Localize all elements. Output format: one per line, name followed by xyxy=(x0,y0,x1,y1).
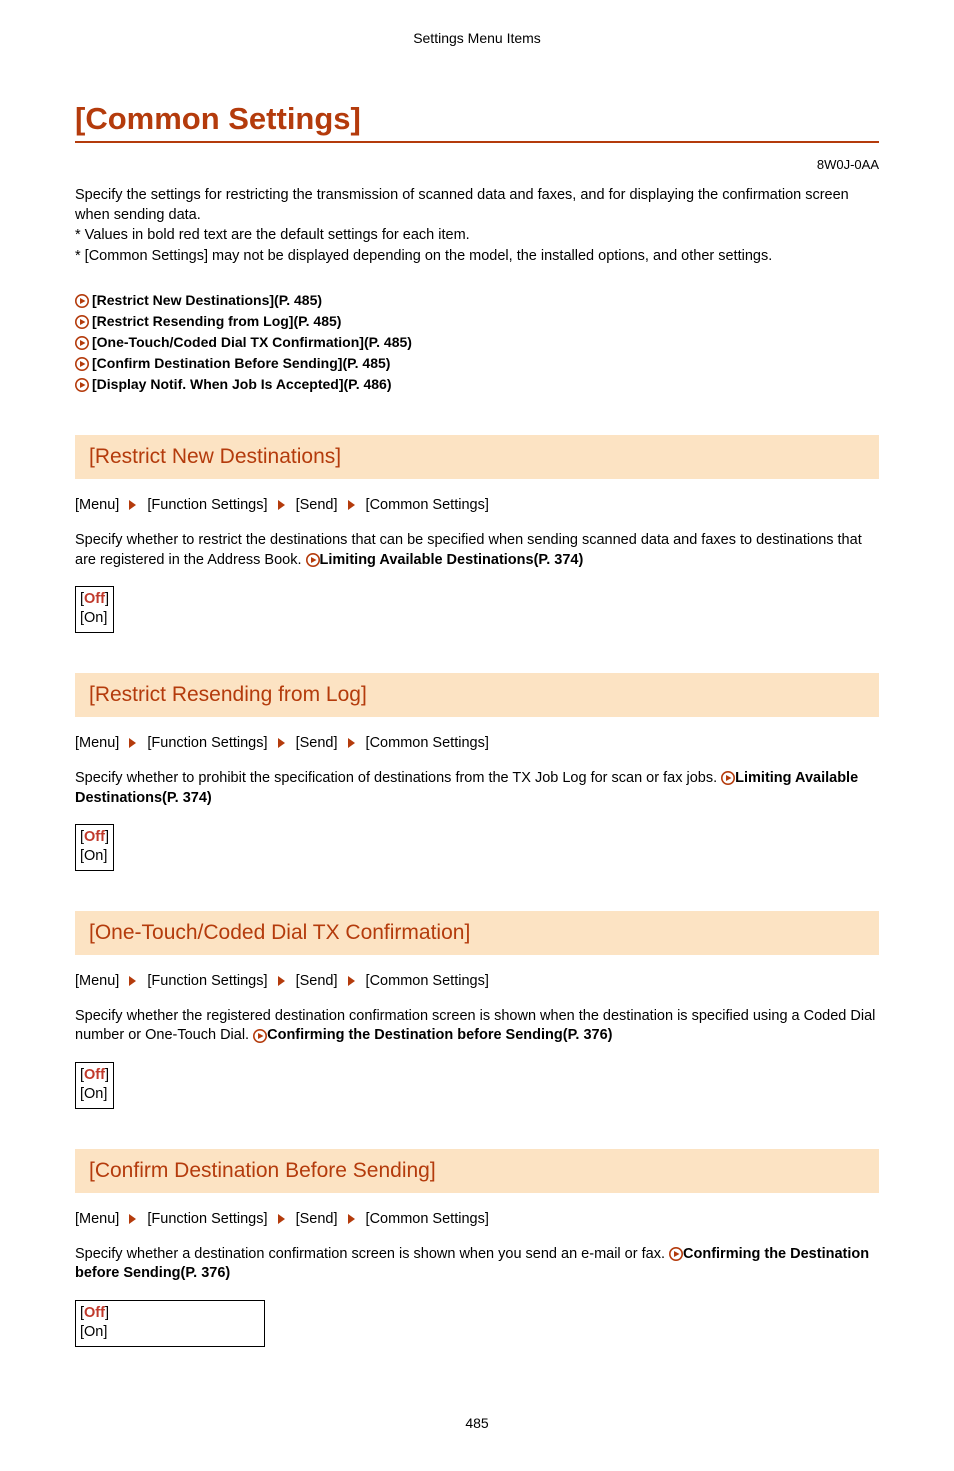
option-default: [Off] xyxy=(80,1304,260,1323)
breadcrumb-item: [Function Settings] xyxy=(147,497,267,513)
breadcrumb-item: [Common Settings] xyxy=(366,497,489,513)
intro-note-1: * Values in bold red text are the defaul… xyxy=(75,226,879,246)
page-number: 485 xyxy=(75,1415,879,1431)
default-value: Off xyxy=(84,1305,105,1321)
intro-paragraph: Specify the settings for restricting the… xyxy=(75,186,879,225)
section-heading-restrict-resending: [Restrict Resending from Log] xyxy=(75,673,879,717)
toc-link-label: [One-Touch/Coded Dial TX Confirmation](P… xyxy=(92,332,412,353)
toc-link-one-touch-confirmation[interactable]: [One-Touch/Coded Dial TX Confirmation](P… xyxy=(75,332,879,353)
section-heading-restrict-new-destinations: [Restrict New Destinations] xyxy=(75,435,879,479)
section-body: Specify whether to prohibit the specific… xyxy=(75,769,879,808)
chevron-right-icon xyxy=(348,500,356,510)
toc-link-restrict-resending[interactable]: [Restrict Resending from Log](P. 485) xyxy=(75,311,879,332)
breadcrumb: [Menu] [Function Settings] [Send] [Commo… xyxy=(75,973,879,989)
toc-link-label: [Display Notif. When Job Is Accepted](P.… xyxy=(92,374,392,395)
chevron-right-icon xyxy=(278,500,286,510)
toc-link-label: [Restrict Resending from Log](P. 485) xyxy=(92,311,341,332)
table-of-contents: [Restrict New Destinations](P. 485) [Res… xyxy=(75,290,879,395)
chevron-right-icon xyxy=(129,738,137,748)
body-text: Specify whether a destination confirmati… xyxy=(75,1246,669,1262)
chevron-right-icon xyxy=(129,500,137,510)
breadcrumb: [Menu] [Function Settings] [Send] [Commo… xyxy=(75,735,879,751)
chevron-right-icon xyxy=(129,976,137,986)
play-bullet-icon xyxy=(75,357,89,371)
option-default: [Off] xyxy=(80,1066,109,1085)
intro-note-2: * [Common Settings] may not be displayed… xyxy=(75,247,879,267)
chevron-right-icon xyxy=(348,1214,356,1224)
page-container: Settings Menu Items [Common Settings] 8W… xyxy=(0,0,954,1471)
breadcrumb-item: [Menu] xyxy=(75,973,119,989)
play-bullet-icon xyxy=(75,294,89,308)
play-bullet-icon xyxy=(721,771,735,785)
main-title: [Common Settings] xyxy=(75,101,879,143)
cross-reference-link[interactable]: Limiting Available Destinations(P. 374) xyxy=(320,552,584,568)
toc-link-confirm-destination[interactable]: [Confirm Destination Before Sending](P. … xyxy=(75,353,879,374)
option-default: [Off] xyxy=(80,828,109,847)
play-bullet-icon xyxy=(75,378,89,392)
breadcrumb: [Menu] [Function Settings] [Send] [Commo… xyxy=(75,497,879,513)
chevron-right-icon xyxy=(278,976,286,986)
breadcrumb: [Menu] [Function Settings] [Send] [Commo… xyxy=(75,1211,879,1227)
breadcrumb-item: [Menu] xyxy=(75,497,119,513)
breadcrumb-item: [Send] xyxy=(296,735,338,751)
play-bullet-icon xyxy=(75,315,89,329)
chevron-right-icon xyxy=(348,976,356,986)
intro-block: Specify the settings for restricting the… xyxy=(75,186,879,266)
play-bullet-icon xyxy=(306,553,320,567)
play-bullet-icon xyxy=(669,1247,683,1261)
section-body: Specify whether a destination confirmati… xyxy=(75,1245,879,1284)
chevron-right-icon xyxy=(278,1214,286,1224)
breadcrumb-item: [Common Settings] xyxy=(366,735,489,751)
option-other: [On] xyxy=(80,847,109,866)
options-box: [Off] [On] xyxy=(75,824,114,871)
breadcrumb-item: [Menu] xyxy=(75,735,119,751)
breadcrumb-item: [Common Settings] xyxy=(366,973,489,989)
play-bullet-icon xyxy=(253,1029,267,1043)
breadcrumb-item: [Send] xyxy=(296,973,338,989)
option-other: [On] xyxy=(80,1323,260,1342)
document-id: 8W0J-0AA xyxy=(75,157,879,172)
section-heading-one-touch: [One-Touch/Coded Dial TX Confirmation] xyxy=(75,911,879,955)
option-default: [Off] xyxy=(80,590,109,609)
breadcrumb-item: [Function Settings] xyxy=(147,973,267,989)
default-value: Off xyxy=(84,1067,105,1083)
play-bullet-icon xyxy=(75,336,89,350)
options-box: [Off] [On] xyxy=(75,1062,114,1109)
chevron-right-icon xyxy=(348,738,356,748)
breadcrumb-item: [Function Settings] xyxy=(147,1211,267,1227)
page-header: Settings Menu Items xyxy=(75,30,879,46)
toc-link-restrict-new-destinations[interactable]: [Restrict New Destinations](P. 485) xyxy=(75,290,879,311)
option-other: [On] xyxy=(80,609,109,628)
body-text: Specify whether to prohibit the specific… xyxy=(75,770,721,786)
options-box: [Off] [On] xyxy=(75,586,114,633)
breadcrumb-item: [Send] xyxy=(296,1211,338,1227)
cross-reference-link[interactable]: Confirming the Destination before Sendin… xyxy=(267,1027,612,1043)
option-other: [On] xyxy=(80,1085,109,1104)
toc-link-label: [Confirm Destination Before Sending](P. … xyxy=(92,353,390,374)
default-value: Off xyxy=(84,591,105,607)
toc-link-display-notif[interactable]: [Display Notif. When Job Is Accepted](P.… xyxy=(75,374,879,395)
default-value: Off xyxy=(84,829,105,845)
breadcrumb-item: [Menu] xyxy=(75,1211,119,1227)
section-heading-confirm-destination: [Confirm Destination Before Sending] xyxy=(75,1149,879,1193)
section-body: Specify whether the registered destinati… xyxy=(75,1007,879,1046)
breadcrumb-item: [Send] xyxy=(296,497,338,513)
toc-link-label: [Restrict New Destinations](P. 485) xyxy=(92,290,322,311)
options-box: [Off] [On] xyxy=(75,1300,265,1347)
breadcrumb-item: [Function Settings] xyxy=(147,735,267,751)
breadcrumb-item: [Common Settings] xyxy=(366,1211,489,1227)
chevron-right-icon xyxy=(278,738,286,748)
section-body: Specify whether to restrict the destinat… xyxy=(75,531,879,570)
chevron-right-icon xyxy=(129,1214,137,1224)
